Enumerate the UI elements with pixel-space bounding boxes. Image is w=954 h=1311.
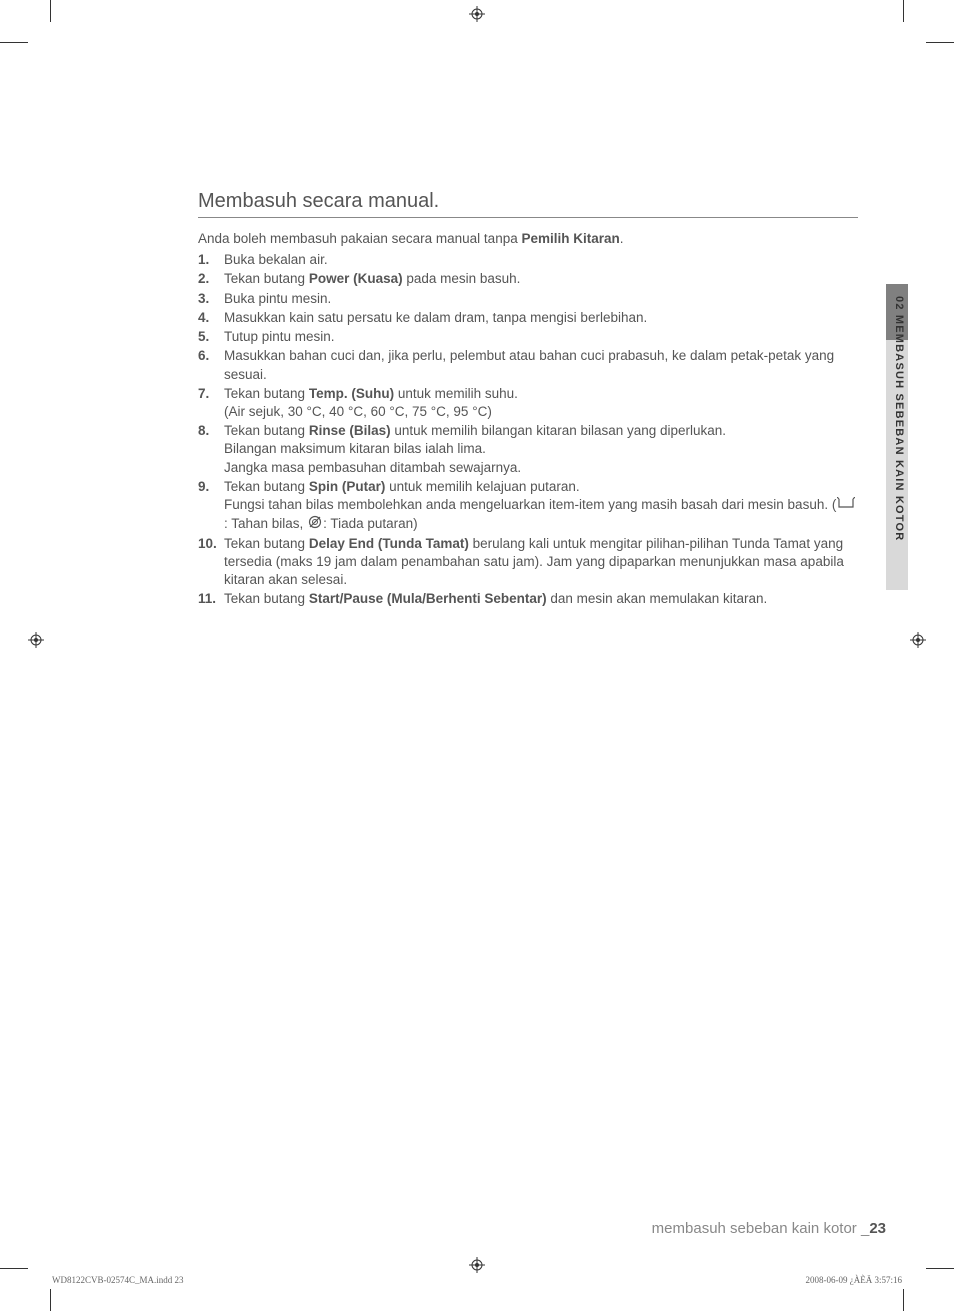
step-text: Tekan butang Spin (Putar) untuk memilih …	[224, 479, 580, 494]
step-item: 10. Tekan butang Delay End (Tunda Tamat) …	[198, 535, 858, 590]
registration-mark-icon	[469, 6, 485, 22]
step-number: 9.	[198, 478, 209, 496]
step-text: Masukkan bahan cuci dan, jika perlu, pel…	[224, 348, 834, 381]
step-item: 7. Tekan butang Temp. (Suhu) untuk memili…	[198, 385, 858, 421]
intro-pre: Anda boleh membasuh pakaian secara manua…	[198, 231, 521, 246]
step-number: 8.	[198, 422, 209, 440]
page-number: 23	[869, 1220, 886, 1237]
crop-mark	[50, 1289, 51, 1311]
step-number: 1.	[198, 251, 209, 269]
step-text: Tekan butang Temp. (Suhu) untuk memilih …	[224, 386, 518, 401]
step-text: Tekan butang Start/Pause (Mula/Berhenti …	[224, 591, 767, 606]
step-number: 10.	[198, 535, 217, 553]
step-number: 6.	[198, 347, 209, 365]
crop-mark	[926, 42, 954, 43]
main-content: Membasuh secara manual. Anda boleh memba…	[198, 190, 858, 610]
step-text: Tutup pintu mesin.	[224, 329, 335, 344]
rinse-hold-icon	[837, 496, 855, 514]
step-item: 6. Masukkan bahan cuci dan, jika perlu, p…	[198, 347, 858, 383]
step-text: Buka bekalan air.	[224, 252, 328, 267]
crop-mark	[926, 1268, 954, 1269]
no-spin-icon	[308, 515, 322, 534]
step-number: 7.	[198, 385, 209, 403]
step-subtext: Jangka masa pembasuhan ditambah sewajarn…	[224, 460, 521, 475]
intro-post: .	[620, 231, 624, 246]
print-timestamp: 2008-06-09 ¿ÀÈÄ 3:57:16	[806, 1275, 903, 1285]
step-text: Buka pintu mesin.	[224, 291, 331, 306]
crop-mark	[903, 0, 904, 22]
registration-mark-icon	[910, 632, 926, 648]
step-text: Tekan butang Power (Kuasa) pada mesin ba…	[224, 271, 520, 286]
step-text: Tekan butang Rinse (Bilas) untuk memilih…	[224, 423, 726, 438]
step-item: 11. Tekan butang Start/Pause (Mula/Berhen…	[198, 590, 858, 608]
step-number: 11.	[198, 590, 216, 608]
print-file-label: WD8122CVB-02574C_MA.indd 23	[52, 1275, 184, 1285]
steps-list: 1. Buka bekalan air. 2. Tekan butang Power …	[198, 251, 858, 608]
footer-text: membasuh sebeban kain kotor _	[652, 1220, 870, 1237]
step-text: Tekan butang Delay End (Tunda Tamat) ber…	[224, 536, 844, 587]
footer-section-label: membasuh sebeban kain kotor _23	[652, 1220, 886, 1237]
step-subtext: Fungsi tahan bilas membolehkan anda meng…	[224, 497, 856, 531]
step-subtext: (Air sejuk, 30 °C, 40 °C, 60 °C, 75 °C, …	[224, 404, 492, 419]
step-item: 4. Masukkan kain satu persatu ke dalam dr…	[198, 309, 858, 327]
step-item: 8. Tekan butang Rinse (Bilas) untuk memil…	[198, 422, 858, 477]
intro-text: Anda boleh membasuh pakaian secara manua…	[198, 230, 858, 248]
crop-mark	[0, 42, 28, 43]
step-item: 2. Tekan butang Power (Kuasa) pada mesin …	[198, 270, 858, 288]
step-number: 3.	[198, 290, 209, 308]
manual-page: 02 MEMBASUH SEBEBAN KAIN KOTOR Membasuh …	[0, 0, 954, 1311]
step-number: 4.	[198, 309, 209, 327]
step-item: 3. Buka pintu mesin.	[198, 290, 858, 308]
step-text: Masukkan kain satu persatu ke dalam dram…	[224, 310, 647, 325]
crop-mark	[0, 1268, 28, 1269]
step-number: 2.	[198, 270, 209, 288]
step-item: 9. Tekan butang Spin (Putar) untuk memili…	[198, 478, 858, 534]
step-item: 5. Tutup pintu mesin.	[198, 328, 858, 346]
step-subtext: Bilangan maksimum kitaran bilas ialah li…	[224, 441, 486, 456]
registration-mark-icon	[469, 1257, 485, 1273]
intro-bold: Pemilih Kitaran	[521, 231, 619, 246]
step-item: 1. Buka bekalan air.	[198, 251, 858, 269]
section-title: Membasuh secara manual.	[198, 190, 858, 218]
side-tab-label: 02 MEMBASUH SEBEBAN KAIN KOTOR	[893, 296, 905, 541]
crop-mark	[50, 0, 51, 22]
crop-mark	[903, 1289, 904, 1311]
registration-mark-icon	[28, 632, 44, 648]
step-number: 5.	[198, 328, 209, 346]
